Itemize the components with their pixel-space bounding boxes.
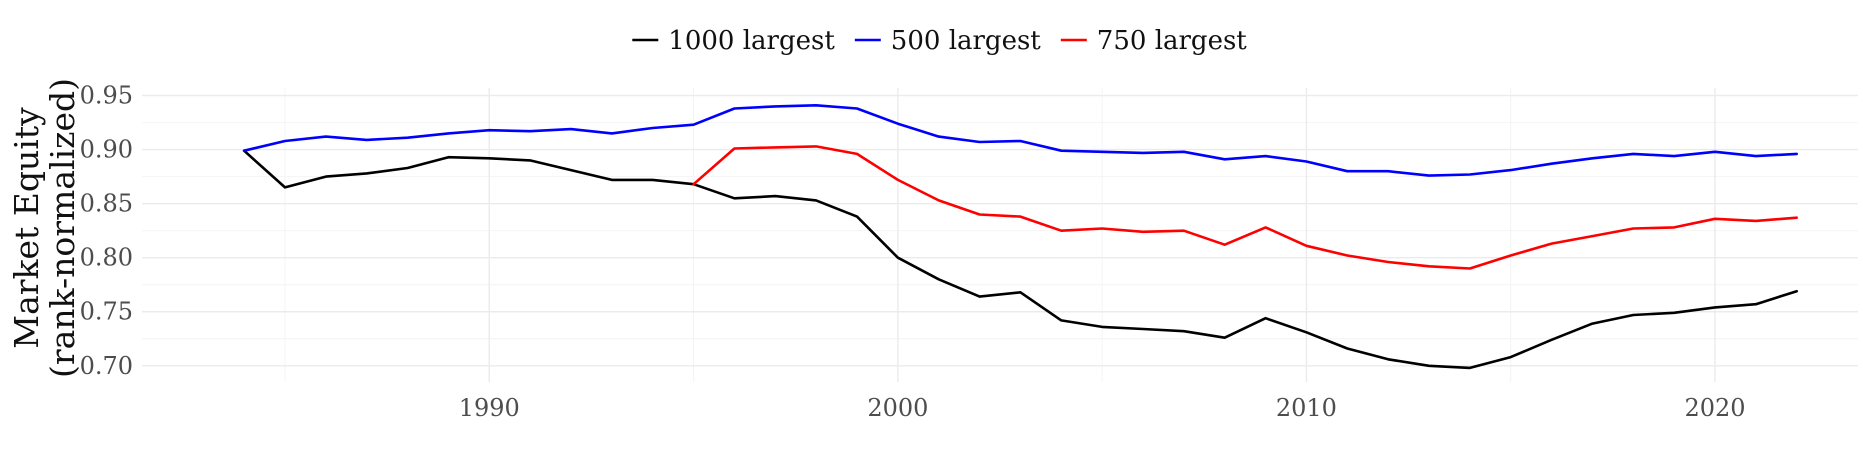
y-tick-label: 0.75 (80, 298, 133, 326)
series-line-500-largest (242, 104, 1798, 177)
y-tick-label: 0.85 (80, 190, 133, 218)
legend-item: 500 largest (854, 26, 1042, 56)
legend-label: 500 largest (891, 26, 1042, 56)
legend: 1000 largest 500 largest 750 largest (632, 26, 1247, 56)
y-tick-label: 0.95 (80, 82, 133, 110)
y-axis-ticks: 0.70 0.75 0.80 0.85 0.90 0.95 (80, 82, 133, 380)
series-line-1000-largest (242, 149, 1798, 370)
x-tick-label: 1990 (459, 394, 520, 422)
series-500-largest (242, 104, 1798, 177)
legend-item: 1000 largest (632, 26, 835, 56)
y-tick-label: 0.80 (80, 244, 133, 272)
legend-label: 750 largest (1097, 26, 1248, 56)
y-tick-label: 0.70 (80, 352, 133, 380)
series-750-largest (692, 145, 1798, 270)
y-axis-label-line-1: Market Equity (7, 107, 46, 349)
legend-label: 1000 largest (668, 26, 835, 56)
x-tick-label: 2020 (1684, 394, 1745, 422)
y-axis-label-line-2: (rank-normalized) (43, 78, 82, 378)
series-layer (242, 104, 1798, 370)
series-line-750-largest (692, 145, 1798, 270)
y-axis-label: Market Equity (rank-normalized) (7, 78, 82, 378)
series-1000-largest (242, 149, 1798, 370)
legend-item: 750 largest (1060, 26, 1248, 56)
x-tick-label: 2000 (867, 394, 928, 422)
x-tick-label: 2010 (1276, 394, 1337, 422)
grid (142, 88, 1858, 382)
y-tick-label: 0.90 (80, 136, 133, 164)
x-axis-ticks: 1990 2000 2010 2020 (459, 394, 1746, 422)
